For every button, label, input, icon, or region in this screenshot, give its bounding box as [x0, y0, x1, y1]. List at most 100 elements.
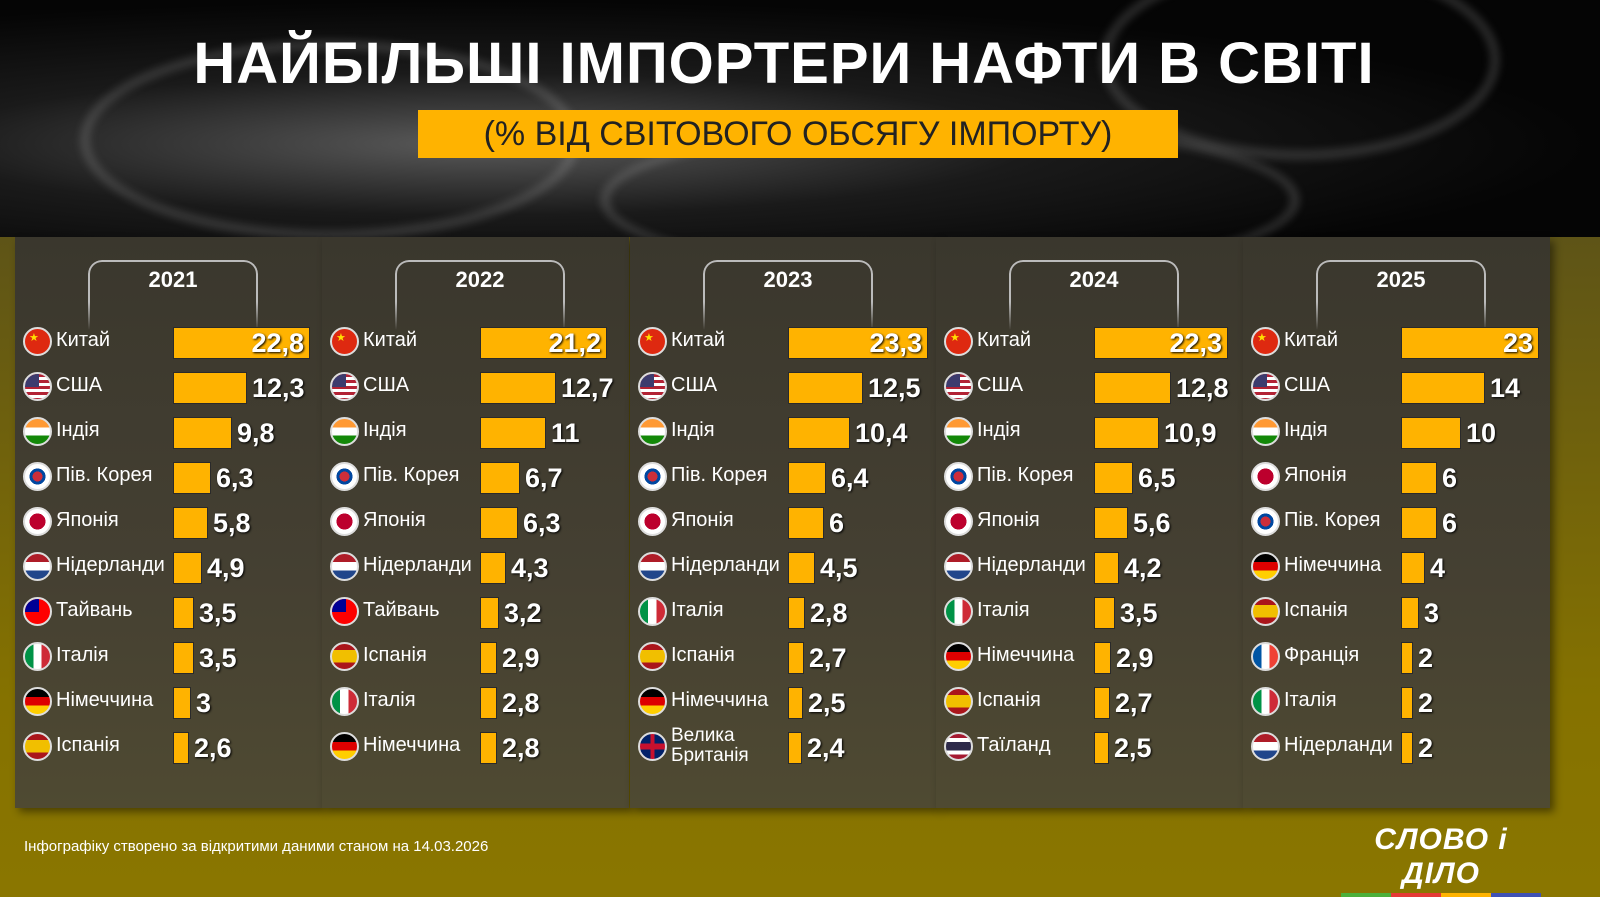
year-label: 2023: [763, 267, 813, 292]
value-label: 6,5: [1138, 463, 1176, 493]
flag-jp-icon: [638, 507, 667, 536]
chart-row: Франція 2: [1243, 636, 1550, 676]
value-label: 10,4: [855, 418, 908, 448]
country-label: Італія: [363, 689, 416, 711]
footnote: Інфографіку створено за відкритими даним…: [24, 838, 489, 855]
value-label: 12,3: [252, 373, 305, 403]
bar: [1401, 327, 1539, 359]
country-label: Іспанія: [56, 734, 120, 756]
value-label: 9,8: [237, 418, 275, 448]
flag-in-icon: [23, 417, 52, 446]
country-label: Італія: [56, 644, 109, 666]
flag-us-icon: [23, 372, 52, 401]
year-frame: [1009, 260, 1179, 330]
country-label: Пів. Корея: [1284, 509, 1381, 531]
value-label: 6,7: [525, 463, 563, 493]
flag-cn-icon: [638, 327, 667, 356]
flag-in-icon: [944, 417, 973, 446]
bar: [1401, 417, 1461, 449]
country-label: Індія: [363, 419, 407, 441]
bar: [788, 327, 928, 359]
country-label: Німеччина: [363, 734, 461, 756]
subtitle: (% ВІД СВІТОВОГО ОБСЯГУ ІМПОРТУ): [418, 110, 1178, 158]
chart-row: Нідерланди 4,3: [322, 546, 629, 586]
flag-jp-icon: [1251, 462, 1280, 491]
flag-cn-icon: [1251, 327, 1280, 356]
value-label: 21,2: [548, 328, 601, 358]
value-label: 10: [1466, 418, 1497, 448]
value-label: 3: [1424, 598, 1440, 628]
country-label: Пів. Корея: [671, 464, 768, 486]
value-label: 3,5: [199, 643, 237, 673]
flag-it-icon: [944, 597, 973, 626]
chart-row: Італія 2,8: [630, 591, 937, 631]
value-label: 2,5: [1114, 733, 1152, 763]
value-label: 3,5: [199, 598, 237, 628]
chart-row: Китай 22,8: [15, 321, 322, 361]
chart-row: Пів. Корея 6,4: [630, 456, 937, 496]
chart-row: Італія 3,5: [936, 591, 1243, 631]
country-label: Індія: [56, 419, 100, 441]
year-label: 2022: [455, 267, 505, 292]
country-label: Японія: [671, 509, 734, 531]
value-label: 2: [1418, 688, 1434, 718]
chart-row: США 12,8: [936, 366, 1243, 406]
chart-row: Нідерланди 4,9: [15, 546, 322, 586]
year-label: 2024: [1069, 267, 1119, 292]
value-label: 6,3: [523, 508, 561, 538]
flag-nl-icon: [638, 552, 667, 581]
bar: [1401, 732, 1413, 764]
flag-it-icon: [1251, 687, 1280, 716]
country-label: Китай: [977, 329, 1032, 351]
bar: [1094, 732, 1109, 764]
country-label: Нідерланди: [671, 554, 780, 576]
country-label: Італія: [1284, 689, 1337, 711]
country-label: США: [363, 374, 410, 396]
bar: [1094, 687, 1110, 719]
bar: [788, 507, 824, 539]
bar: [480, 372, 556, 404]
country-label: Японія: [977, 509, 1040, 531]
country-label: США: [1284, 374, 1331, 396]
bar: [788, 642, 804, 674]
chart-row: Тайвань 3,5: [15, 591, 322, 631]
chart-row: Японія 6: [630, 501, 937, 541]
flag-de-icon: [23, 687, 52, 716]
panel-2021: 2021 Китай 22,8 США 12,3 Індія 9,8 Пів. …: [15, 237, 322, 808]
chart-row: Іспанія 2,7: [936, 681, 1243, 721]
flag-kr-icon: [330, 462, 359, 491]
bar: [788, 732, 802, 764]
chart-row: Японія 6,3: [322, 501, 629, 541]
value-label: 11: [551, 418, 580, 448]
country-label: Німеччина: [977, 644, 1075, 666]
country-label: Тайвань: [363, 599, 440, 621]
value-label: 2,8: [810, 598, 848, 628]
flag-us-icon: [944, 372, 973, 401]
year-frame: [1316, 260, 1486, 330]
chart-row: Пів. Корея 6,5: [936, 456, 1243, 496]
chart-row: Нідерланди 2: [1243, 726, 1550, 766]
value-label: 23,3: [869, 328, 922, 358]
chart-row: Японія 6: [1243, 456, 1550, 496]
page-title: НАЙБІЛЬШІ ІМПОРТЕРИ НАФТИ В СВІТІ: [193, 31, 1375, 96]
chart-row: Німеччина 3: [15, 681, 322, 721]
bar: [173, 507, 208, 539]
country-label: Німеччина: [56, 689, 154, 711]
chart-row: Нідерланди 4,2: [936, 546, 1243, 586]
logo-stripe: [1391, 893, 1441, 897]
chart-row: США 14: [1243, 366, 1550, 406]
bar: [1094, 597, 1115, 629]
bar: [480, 327, 607, 359]
value-label: 2,9: [502, 643, 540, 673]
flag-es-icon: [330, 642, 359, 671]
country-label: Нідерланди: [1284, 734, 1393, 756]
value-label: 3,5: [1120, 598, 1158, 628]
bar: [173, 327, 310, 359]
country-label: США: [977, 374, 1024, 396]
bar: [1401, 552, 1425, 584]
value-label: 2,5: [808, 688, 846, 718]
chart-row: Німеччина 2,9: [936, 636, 1243, 676]
chart-row: Індія 10,9: [936, 411, 1243, 451]
country-label: США: [671, 374, 718, 396]
chart-row: Велика Британія 2,4: [630, 726, 937, 766]
